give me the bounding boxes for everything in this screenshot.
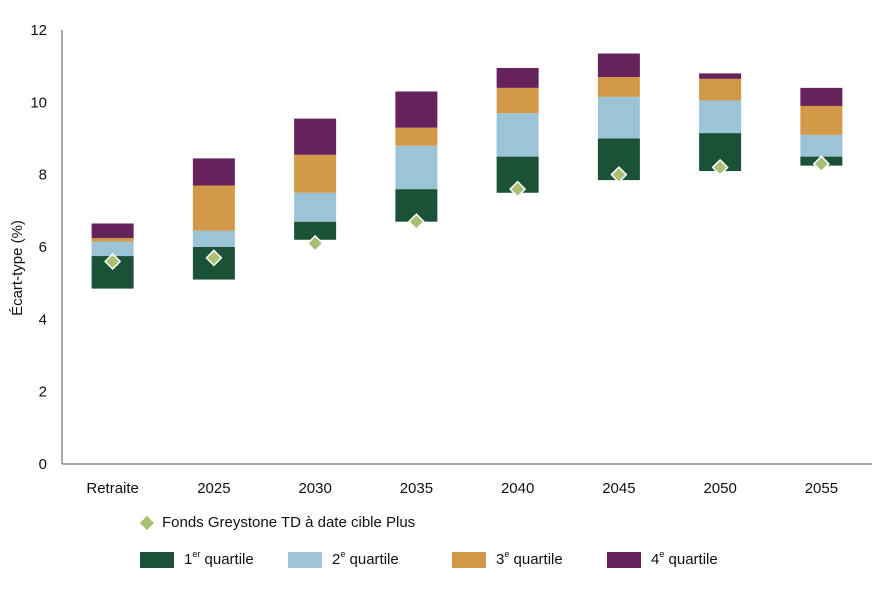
fund-marker xyxy=(610,166,628,184)
y-tick-label: 2 xyxy=(39,384,47,401)
x-tick-label: 2040 xyxy=(501,480,534,497)
bar-segment-q3 xyxy=(496,87,539,114)
y-axis: 0 2 4 6 8 10 12 xyxy=(30,22,63,473)
y-tick-label: 4 xyxy=(39,311,47,328)
x-tick-label: 2025 xyxy=(197,480,230,497)
bars-group xyxy=(91,53,843,289)
bar-segment-q3 xyxy=(91,237,134,242)
bar-segment-q3 xyxy=(800,105,843,135)
bar-segment-q1 xyxy=(294,221,337,240)
fund-marker xyxy=(711,158,729,176)
x-tick-label: 2055 xyxy=(805,480,838,497)
x-tick-label: Retraite xyxy=(86,480,139,497)
bar-segment-q4 xyxy=(699,73,742,79)
bar-segment-q3 xyxy=(192,185,235,231)
bar-segment-q2 xyxy=(800,134,843,157)
bar-segment-q2 xyxy=(496,113,539,157)
x-tick-label: 2030 xyxy=(298,480,331,497)
bar-segment-q4 xyxy=(597,53,640,78)
bar-segment-q2 xyxy=(597,96,640,139)
bar-segment-q4 xyxy=(395,91,438,128)
y-tick-label: 8 xyxy=(39,167,47,184)
y-tick-label: 12 xyxy=(30,22,47,39)
bar-segment-q4 xyxy=(800,87,843,106)
bar-segment-q3 xyxy=(699,78,742,101)
x-tick-label: 2035 xyxy=(400,480,433,497)
bar-segment-q4 xyxy=(91,223,134,238)
bar-segment-q4 xyxy=(294,118,337,155)
x-tick-label: 2045 xyxy=(602,480,635,497)
fund-marker xyxy=(306,234,324,252)
bar-segment-q3 xyxy=(294,154,337,193)
fund-marker xyxy=(104,252,122,271)
fund-marker xyxy=(205,249,223,267)
bar-segment-q2 xyxy=(91,241,134,257)
fund-marker xyxy=(812,155,830,173)
bar-segment-q2 xyxy=(699,100,742,134)
bar-segment-q2 xyxy=(294,192,337,222)
bar-segment-q3 xyxy=(597,77,640,97)
y-tick-label: 0 xyxy=(39,456,47,473)
bar-segment-q2 xyxy=(395,145,438,190)
x-tick-label: 2050 xyxy=(703,480,736,497)
bar-segment-q4 xyxy=(192,158,235,186)
x-axis: Retraite 2025 2030 2035 2040 2045 2050 2055 xyxy=(62,463,872,497)
bar-segment-q3 xyxy=(395,127,438,146)
markers-group xyxy=(104,155,830,271)
y-axis-title: Écart-type (%) xyxy=(9,220,26,316)
y-tick-label: 6 xyxy=(39,239,47,256)
fund-marker xyxy=(407,213,425,231)
y-tick-label: 10 xyxy=(30,94,47,111)
bar-segment-q2 xyxy=(192,230,235,247)
bar-segment-q4 xyxy=(496,67,539,88)
fund-marker xyxy=(509,180,527,198)
